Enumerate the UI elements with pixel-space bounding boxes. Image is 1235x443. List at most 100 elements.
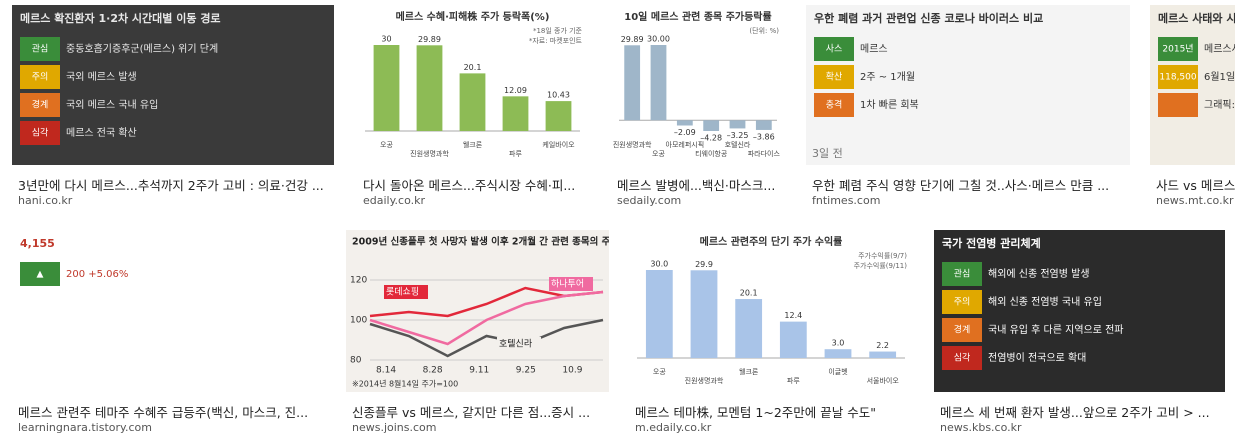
result-tile[interactable]: 메르스 수혜·피해株 주가 등락폭(%) *18일 종가 기준 *자료: 마켓포인트… bbox=[357, 5, 588, 213]
result-source: sedaily.com bbox=[617, 194, 682, 207]
row-level: 주의 bbox=[32, 72, 49, 83]
result-tile[interactable]: 메르스 확진환자 1·2차 시간대별 이동 경로 관심 중동호흡기증후군(메르스) … bbox=[12, 5, 334, 213]
row-badge bbox=[20, 121, 60, 145]
result-source: m.edaily.co.kr bbox=[635, 421, 712, 434]
thumb-note: 주가수익률(9/11) bbox=[854, 261, 908, 270]
thumb-heading: 메르스 관련주의 단기 주가 수익률 bbox=[700, 235, 843, 248]
result-tile[interactable]: 2009년 신종플루 첫 사망자 발생 이후 2개월 간 관련 종목의 주가 흐… bbox=[346, 230, 609, 440]
row-level: ▲ bbox=[37, 270, 44, 280]
thumb-bg bbox=[12, 230, 326, 392]
result-title[interactable]: 신종플루 vs 메르스, 같지만 다른 점...증시 ... bbox=[352, 405, 591, 420]
row-level: 경계 bbox=[32, 99, 49, 111]
row-badge bbox=[20, 37, 60, 61]
value-label: –3.25 bbox=[727, 131, 749, 140]
thumb-bg bbox=[346, 230, 609, 392]
result-title[interactable]: 사드 vs 메르스... bbox=[1156, 178, 1235, 193]
category-label: 티웨이항공 bbox=[695, 149, 728, 158]
value-label: –4.28 bbox=[700, 134, 722, 143]
thumb-note: (단위: %) bbox=[749, 26, 779, 35]
row-level: 주의 bbox=[954, 297, 971, 308]
x-tick-label: 9.11 bbox=[469, 366, 489, 376]
result-title[interactable]: 3년만에 다시 메르스...추석까지 2주가 고비 : 의료·건강 ... bbox=[18, 178, 324, 193]
price-line bbox=[369, 318, 604, 358]
row-text: 200 +5.06% bbox=[66, 269, 128, 280]
value-label: –2.09 bbox=[674, 128, 696, 137]
row-badge bbox=[1158, 65, 1198, 89]
bar bbox=[690, 270, 718, 358]
thumbnail[interactable]: 4,155 ▲ 200 +5.06% bbox=[12, 230, 326, 392]
row-text: 중동호흡기증후군(메르스) 위기 단계 bbox=[66, 42, 218, 55]
thumb-heading: 10일 메르스 관련 종목 주가등락률 bbox=[624, 10, 771, 23]
value-label: 30.0 bbox=[650, 260, 668, 269]
value-label: 30.00 bbox=[647, 35, 670, 44]
row-text: 해외에 신종 전염병 발생 bbox=[988, 267, 1090, 280]
row-text: 국내 유입 후 다른 지역으로 전파 bbox=[988, 323, 1124, 336]
category-label: 서울바이오 bbox=[867, 376, 900, 385]
row-text: 메르스 전국 확산 bbox=[66, 127, 137, 139]
thumbnail[interactable]: 2009년 신종플루 첫 사망자 발생 이후 2개월 간 관련 종목의 주가 흐… bbox=[346, 230, 609, 392]
result-title[interactable]: 메르스 세 번째 환자 발생...앞으로 2주가 고비 > ... bbox=[940, 405, 1210, 420]
result-title[interactable]: 우한 폐렴 주식 영향 단기에 그칠 것..사스·메르스 만큼 ... bbox=[812, 178, 1110, 193]
result-title[interactable]: 다시 돌아온 메르스...주식시장 수혜·피... bbox=[363, 178, 576, 193]
row-badge bbox=[942, 290, 982, 314]
thumbnail[interactable]: 메르스 수혜·피해株 주가 등락폭(%) *18일 종가 기준*자료: 마켓포인트… bbox=[357, 5, 588, 165]
value-label: 20.1 bbox=[464, 63, 482, 72]
result-tile[interactable]: 10일 메르스 관련 종목 주가등락률 (단위: %) 29.89 진원생명과학 30.… bbox=[611, 5, 785, 213]
row-badge bbox=[942, 346, 982, 370]
row-level: 관심 bbox=[954, 269, 971, 280]
result-tile[interactable]: 4,155 ▲ 200 +5.06% 메르스 관련주 테마주 수혜주 급등주(백신, … bbox=[12, 230, 326, 440]
row-text: 2주 ~ 1개월 bbox=[860, 71, 915, 83]
x-tick-label: 8.14 bbox=[376, 366, 396, 376]
category-label: 오공 bbox=[652, 150, 665, 158]
result-source: fntimes.com bbox=[812, 194, 881, 207]
bar bbox=[824, 349, 852, 358]
bar bbox=[645, 270, 673, 358]
bar bbox=[735, 299, 763, 358]
bar bbox=[459, 73, 486, 131]
thumb-note: *자료: 마켓포인트 bbox=[529, 36, 583, 45]
result-source: news.kbs.co.kr bbox=[940, 421, 1022, 434]
series-tag bbox=[384, 285, 428, 299]
thumb-bg bbox=[806, 5, 1130, 165]
result-source: news.joins.com bbox=[352, 421, 437, 434]
category-label: 오공 bbox=[380, 141, 393, 149]
result-title[interactable]: 메르스 관련주 테마주 수혜주 급등주(백신, 마스크, 진... bbox=[18, 405, 309, 420]
y-tick-label: 120 bbox=[350, 276, 367, 286]
result-title[interactable]: 메르스 발병에...백신·마스크... bbox=[617, 178, 776, 193]
row-text: 6월1일 bbox=[1204, 71, 1235, 83]
category-label: 호텔신라 bbox=[725, 140, 751, 149]
thumb-bg bbox=[12, 5, 334, 165]
row-badge bbox=[814, 65, 854, 89]
bar bbox=[624, 45, 641, 121]
value-label: –3.86 bbox=[753, 132, 775, 141]
category-label: 진원생명과학 bbox=[410, 149, 449, 158]
category-label: 파루 bbox=[787, 376, 800, 385]
row-text: 메르스 bbox=[860, 43, 888, 55]
thumb-heading: 메르스 확진환자 1·2차 시간대별 이동 경로 bbox=[20, 11, 221, 25]
result-title[interactable]: 메르스 테마株, 모멘텀 1~2주만에 끝날 수도" bbox=[635, 405, 876, 420]
bar bbox=[729, 120, 746, 129]
value-label: 30 bbox=[381, 35, 391, 44]
result-source: news.mt.co.kr bbox=[1156, 194, 1234, 207]
category-label: 진원생명과학 bbox=[685, 376, 724, 385]
value-label: 10.43 bbox=[547, 91, 570, 100]
value-label: 12.4 bbox=[784, 311, 802, 320]
result-tile[interactable]: 국가 전염병 관리체계 관심 해외에 신종 전염병 발생 주의 해외 신종 전염병 국내… bbox=[934, 230, 1225, 440]
bar bbox=[676, 120, 693, 126]
value-label: 3.0 bbox=[832, 339, 845, 348]
category-label: 진원생명과학 bbox=[613, 140, 652, 149]
result-tile[interactable]: 우한 폐렴 과거 관련업 신종 코로나 바이러스 비교 사스 메르스 확산 2주 ~ 1… bbox=[806, 5, 1130, 213]
y-tick-label: 100 bbox=[350, 316, 367, 326]
thumb-note: 주가수익률(9/7) bbox=[858, 251, 907, 260]
thumbnail[interactable]: 10일 메르스 관련 종목 주가등락률 (단위: %) 29.89 진원생명과학 30.… bbox=[611, 5, 785, 165]
x-tick-label: 9.25 bbox=[516, 366, 536, 376]
